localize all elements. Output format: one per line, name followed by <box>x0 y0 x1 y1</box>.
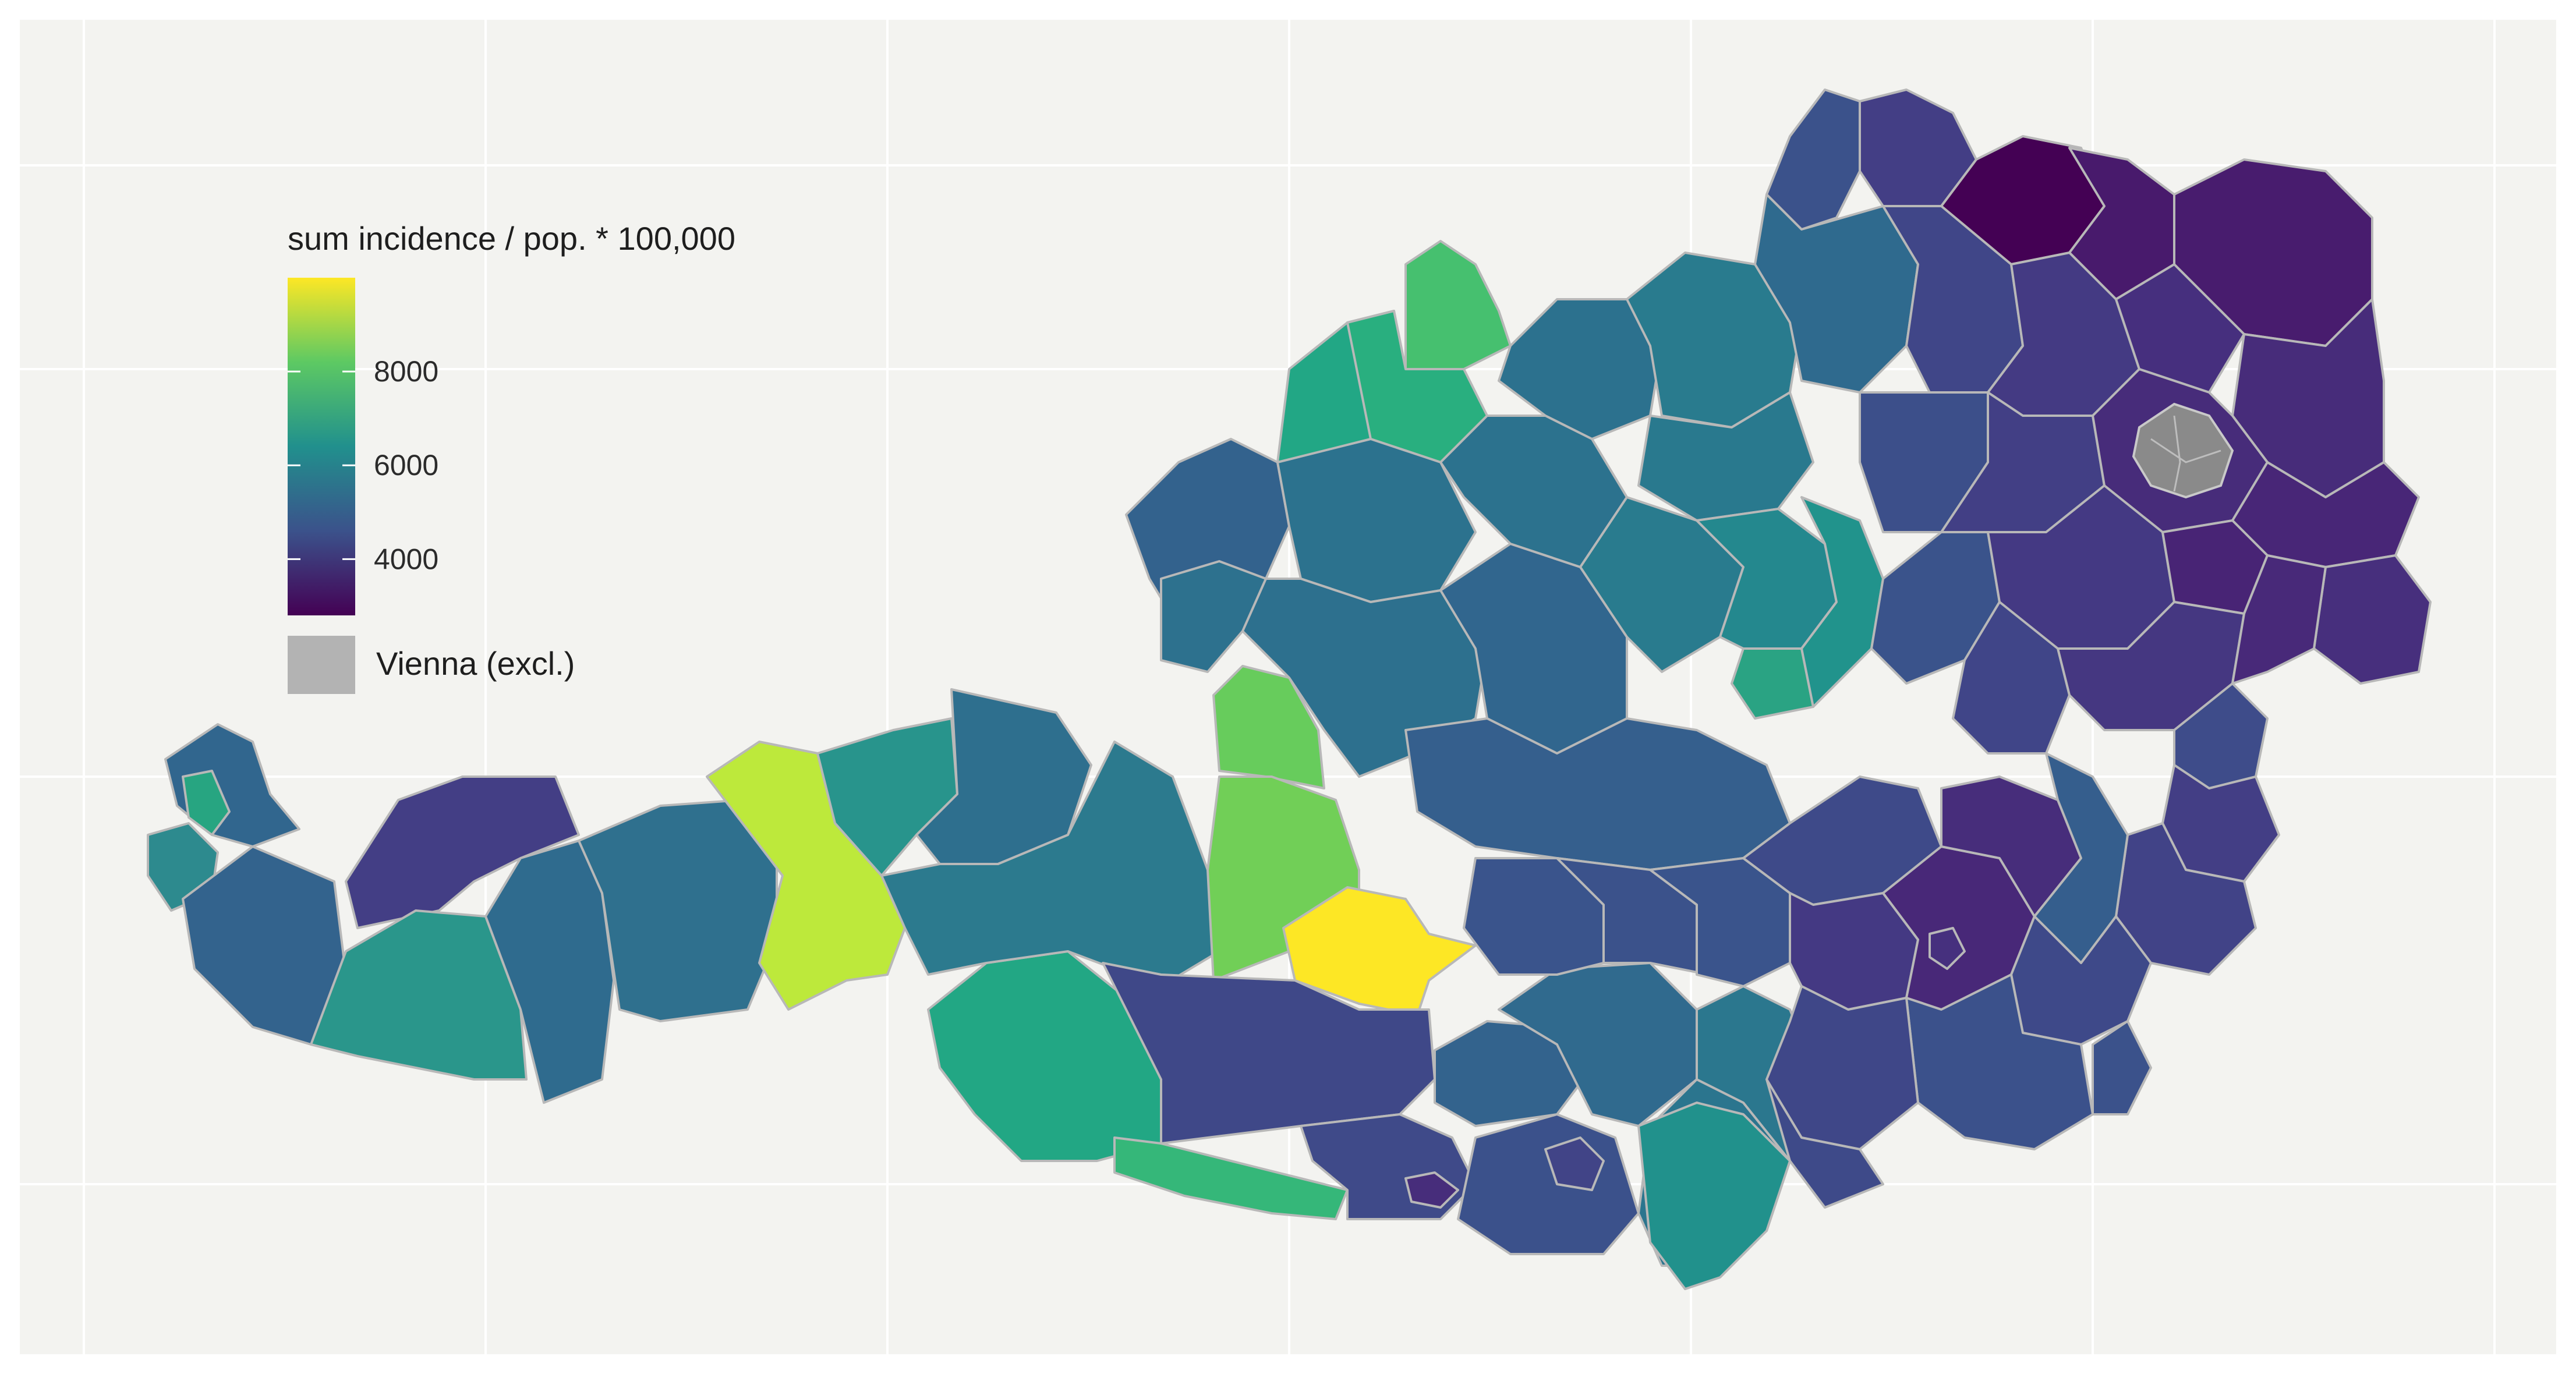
vienna-internal-borders <box>2173 415 2181 492</box>
district-feldkirchen[interactable] <box>1434 1020 1593 1127</box>
district-neunkirchen[interactable] <box>1952 601 2071 755</box>
district-perg[interactable] <box>1637 391 1814 522</box>
district-imst[interactable] <box>484 840 615 1104</box>
district-korneuburg[interactable] <box>2115 263 2245 394</box>
legend-tick-label: 4000 <box>374 543 438 575</box>
district-braunau-south[interactable] <box>1160 560 1267 673</box>
district-klagenfurt[interactable] <box>1544 1136 1605 1191</box>
district-neusiedl[interactable] <box>2313 554 2432 685</box>
district-reutte[interactable] <box>345 775 580 929</box>
district-graz[interactable] <box>1929 927 1966 970</box>
district-innsbruck[interactable] <box>578 799 778 1022</box>
district-steyr[interactable] <box>1731 647 1814 720</box>
legend-na-swatch <box>288 636 355 694</box>
district-tamsweg[interactable] <box>1282 886 1477 1017</box>
district-zell-am-see[interactable] <box>880 741 1220 987</box>
austria-map: sum incidence / pop. * 100,000 4000 6000 8… <box>20 20 2556 1354</box>
district-wolfsberg-south[interactable] <box>1637 1102 1791 1290</box>
legend: sum incidence / pop. * 100,000 4000 6000 8… <box>288 220 735 694</box>
district-klagenfurt-land[interactable] <box>1457 1113 1640 1255</box>
district-leibnitz[interactable] <box>1905 973 2094 1150</box>
district-villach-stadt[interactable] <box>1404 1171 1459 1209</box>
district-rohrbach[interactable] <box>1404 240 1512 370</box>
district-liezen[interactable] <box>1404 717 1791 871</box>
district-spittal[interactable] <box>1102 962 1436 1145</box>
vienna-region[interactable] <box>2132 402 2234 499</box>
districts <box>147 88 2432 1290</box>
district-salzburg-umgebung[interactable] <box>1212 665 1325 789</box>
district-landeck[interactable] <box>310 909 528 1081</box>
vienna-district <box>2132 402 2234 499</box>
district-hermagor[interactable] <box>1113 1136 1349 1220</box>
map-panel: sum incidence / pop. * 100,000 4000 6000 8… <box>20 20 2556 1354</box>
district-amstetten[interactable] <box>1800 496 1884 708</box>
district-schwaz[interactable] <box>706 741 906 1011</box>
legend-tick-label: 6000 <box>374 449 438 481</box>
district-suedburgenland[interactable] <box>2092 1020 2152 1116</box>
legend-ticks: 4000 6000 8000 <box>288 355 438 575</box>
legend-colorbar <box>288 278 355 615</box>
vienna-internal-borders <box>2150 438 2221 463</box>
legend-na-label: Vienna (excl.) <box>376 645 575 682</box>
district-vorarlberg-center[interactable] <box>182 770 231 836</box>
district-zwettl[interactable] <box>1754 193 1919 394</box>
legend-title: sum incidence / pop. * 100,000 <box>288 220 735 257</box>
legend-tick-label: 8000 <box>374 355 438 388</box>
